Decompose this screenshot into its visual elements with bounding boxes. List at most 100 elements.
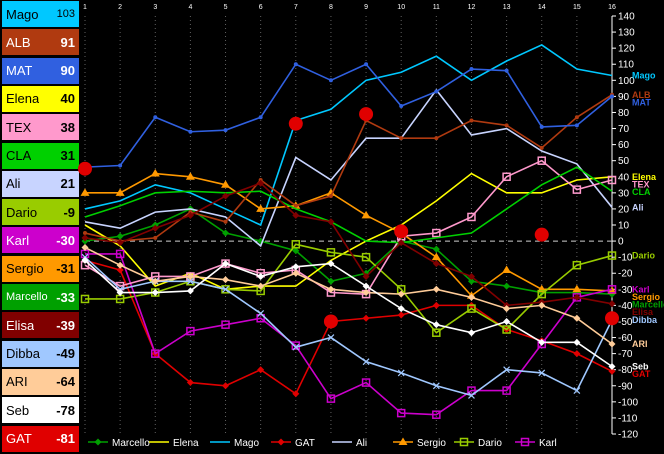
leaderboard-row: CLA 31	[2, 142, 79, 169]
series-marker	[257, 309, 265, 317]
series-marker	[292, 269, 300, 277]
legend-label: Dario	[478, 438, 502, 449]
highlight-point	[534, 227, 549, 242]
series-marker	[399, 104, 404, 109]
series-marker	[221, 320, 230, 329]
series-marker	[397, 239, 405, 247]
series-marker	[504, 68, 509, 73]
series-marker	[607, 175, 617, 185]
series-marker	[116, 266, 124, 274]
leaderboard-name: Ali	[6, 176, 21, 192]
series-marker	[151, 349, 160, 358]
series-marker	[502, 172, 511, 182]
x-tick-label: 5	[224, 4, 228, 11]
leaderboard-name: Dario	[6, 204, 38, 220]
legend-label: Karl	[539, 438, 557, 449]
series-marker	[277, 438, 285, 446]
series-marker	[572, 284, 582, 293]
series-marker	[537, 289, 546, 299]
leaderboard-row: Karl -30	[2, 227, 79, 254]
series-line-gat	[84, 259, 613, 395]
series-end-label: Dibba	[632, 315, 658, 325]
highlight-point	[359, 107, 374, 122]
series-marker	[503, 366, 511, 374]
y-tick-label: 100	[618, 76, 635, 87]
series-marker	[469, 118, 474, 123]
series-line-karl	[85, 253, 613, 416]
series-marker	[221, 180, 231, 188]
series-marker	[459, 437, 469, 447]
x-tick-label: 11	[433, 4, 440, 11]
x-tick-label: 14	[538, 4, 546, 11]
series-marker	[223, 219, 228, 224]
series-line-elisa	[84, 182, 613, 307]
series-marker	[151, 277, 159, 285]
series-marker	[188, 129, 193, 134]
leaderboard-value: -31	[56, 261, 75, 277]
leaderboard-name: ARI	[6, 374, 28, 390]
series-marker	[520, 437, 530, 447]
leaderboard-row: TEX 38	[2, 114, 79, 141]
series-marker	[362, 289, 370, 297]
series-marker	[153, 115, 158, 120]
series-marker	[572, 260, 582, 270]
leaderboard-value: 91	[60, 34, 75, 50]
series-marker	[397, 290, 405, 298]
leaderboard-value: 103	[56, 8, 75, 20]
legend-label: Mago	[234, 438, 259, 449]
series-marker	[362, 272, 370, 280]
series-marker	[361, 210, 371, 219]
series-marker	[467, 304, 476, 313]
x-tick-label: 2	[118, 4, 122, 11]
y-tick-label: 140	[618, 12, 635, 23]
y-tick-label: -50	[618, 317, 633, 328]
series-end-label: Mago	[632, 70, 656, 80]
series-end-label: ALB	[632, 90, 651, 100]
series-marker	[327, 277, 335, 285]
series-marker	[80, 294, 90, 304]
series-end-label: Elena	[632, 172, 657, 182]
leaderboard-row: GAT -81	[2, 425, 79, 452]
y-tick-label: -80	[618, 365, 633, 376]
series-marker	[432, 260, 440, 268]
series-marker	[398, 437, 408, 445]
series-end-label: Dario	[632, 251, 656, 261]
leaderboard-value: -49	[56, 346, 75, 362]
series-marker	[328, 78, 333, 83]
series-marker	[326, 188, 336, 196]
series-marker	[364, 62, 369, 67]
series-marker	[468, 391, 475, 399]
series-marker	[293, 203, 298, 208]
leaderboard-value: 40	[60, 91, 75, 107]
series-marker	[222, 260, 230, 268]
y-tick-label: -20	[618, 269, 633, 280]
series-marker	[222, 276, 230, 284]
x-tick-label: 13	[503, 4, 511, 11]
leaderboard-row: Dibba -49	[2, 340, 79, 367]
series-marker	[607, 285, 617, 294]
y-tick-label: 130	[618, 28, 635, 39]
series-marker	[502, 325, 511, 334]
leaderboard-row: Seb -78	[2, 397, 79, 424]
series-marker	[432, 285, 440, 293]
series-marker	[538, 301, 546, 309]
y-tick-label: 50	[618, 156, 630, 167]
leaderboard-row: Elena 40	[2, 85, 79, 112]
legend-label: GAT	[295, 438, 315, 449]
series-line-sergio	[85, 172, 613, 297]
series-marker	[257, 272, 265, 280]
series-marker	[256, 313, 265, 323]
series-marker	[397, 305, 405, 313]
series-marker	[539, 145, 544, 150]
x-tick-label: 12	[468, 4, 476, 11]
series-marker	[399, 136, 404, 141]
leaderboard-name: Elena	[6, 91, 40, 107]
series-marker	[432, 410, 441, 419]
x-tick-label: 16	[608, 4, 616, 11]
leaderboard-value: -64	[56, 374, 75, 390]
x-tick-label: 10	[397, 4, 405, 11]
series-marker	[573, 338, 581, 346]
leaderboard-value: -81	[56, 431, 75, 446]
y-tick-label: -120	[618, 430, 638, 441]
